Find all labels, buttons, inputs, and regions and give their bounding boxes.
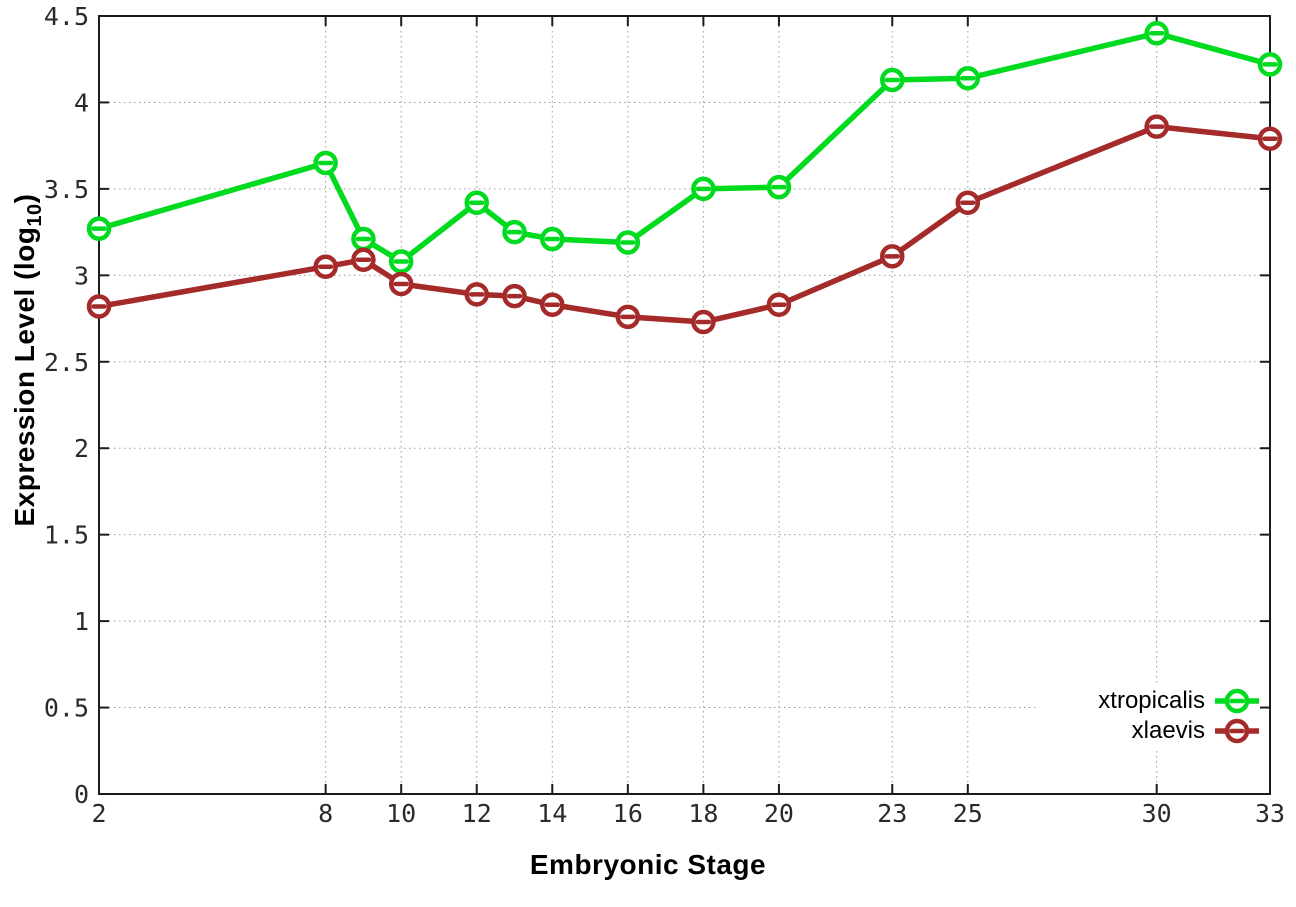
y-tick-label: 1 [74,607,89,636]
y-tick-label: 3 [74,261,89,290]
y-axis-title-close: ) [9,193,41,204]
y-tick-label: 3.5 [44,175,89,204]
x-tick-label: 18 [688,799,718,828]
x-tick-label: 16 [613,799,643,828]
plot-border [98,15,1271,795]
x-tick-label: 2 [91,799,106,828]
y-tick-label: 2 [74,434,89,463]
legend-marker-xlaevis [1215,718,1259,744]
y-axis-title: Expression Level (log10) [9,194,47,527]
x-tick-label: 25 [953,799,983,828]
y-tick-label: 4 [74,88,89,117]
series-line-xtropicalis [96,30,1273,265]
x-tick-label: 10 [386,799,416,828]
y-tick-label: 1.5 [44,521,89,550]
x-tick-label: 20 [764,799,794,828]
legend-entry-xtropicalis: xtropicalis [1098,686,1260,716]
y-tick-label: 2.5 [44,348,89,377]
legend: xtropicalis xlaevis [1036,684,1260,748]
x-tick-label: 23 [877,799,907,828]
legend-label-xtropicalis: xtropicalis [1098,687,1205,714]
x-tick-label: 30 [1142,799,1172,828]
y-tick-label: 0 [74,780,89,809]
legend-marker-xtropicalis [1215,688,1259,714]
x-tick-label: 12 [462,799,492,828]
y-tick-label: 4.5 [44,2,89,31]
legend-label-xlaevis: xlaevis [1131,717,1205,744]
y-axis-title-subscript: 10 [23,203,46,227]
y-axis-title-text: Expression Level (log [9,226,41,527]
x-tick-label: 14 [537,799,567,828]
legend-entry-xlaevis: xlaevis [1132,716,1260,746]
series-line-xlaevis [96,123,1273,325]
x-axis-title: Embryonic Stage [529,849,767,880]
y-tick-label: 0.5 [44,694,89,723]
x-tick-label: 33 [1255,799,1285,828]
x-tick-label: 8 [318,799,333,828]
